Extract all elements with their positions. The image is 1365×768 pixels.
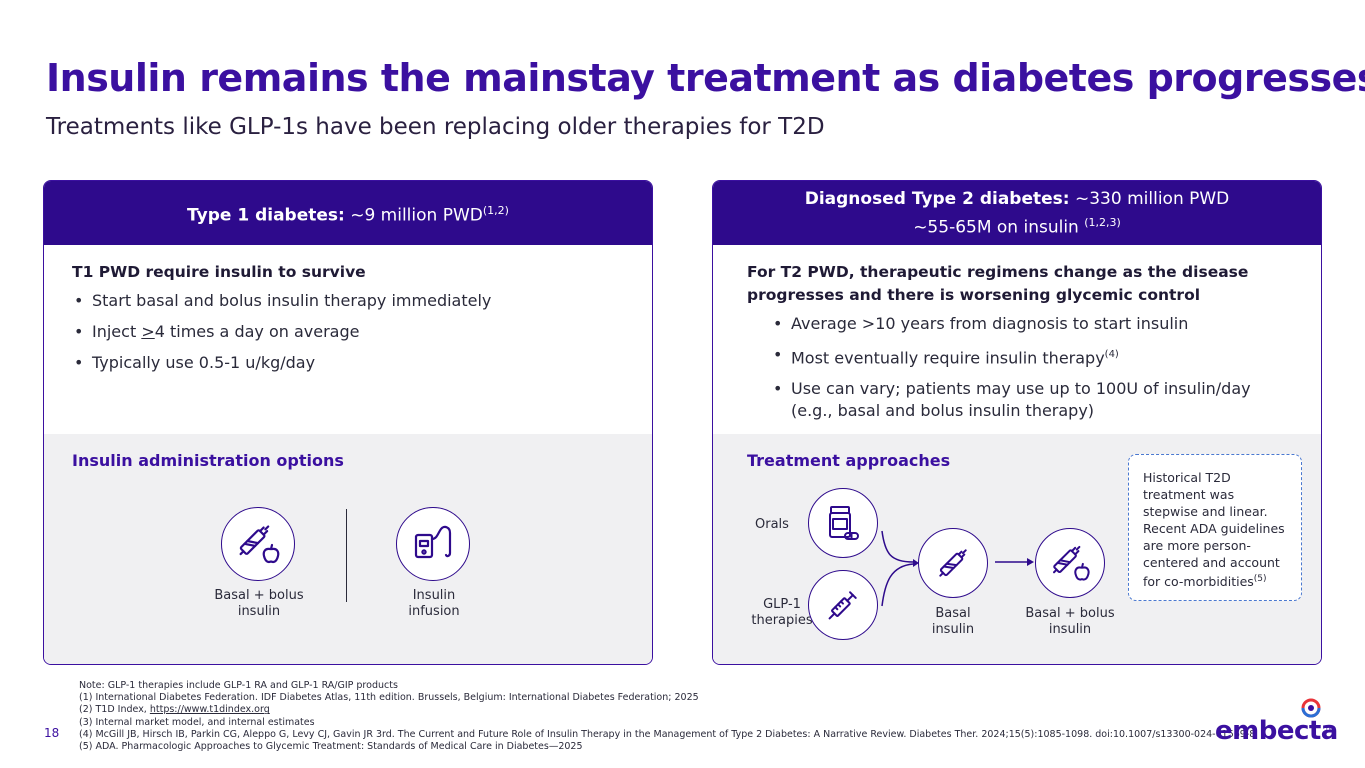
footnote-ref5: (5) ADA. Pharmacologic Approaches to Gly… xyxy=(79,741,583,753)
footnote-ref4: (4) McGill JB, Hirsch IB, Parkin CG, Ale… xyxy=(79,728,1256,740)
type1-header-bold: Type 1 diabetes: xyxy=(187,205,345,226)
orals-caption: Orals xyxy=(755,517,789,532)
list-item: Start basal and bolus insulin therapy im… xyxy=(72,290,632,312)
divider xyxy=(346,509,347,602)
type2-lead: For T2 PWD, therapeutic regimens change … xyxy=(747,263,1249,304)
type2-summary: For T2 PWD, therapeutic regimens change … xyxy=(713,245,1321,434)
glp1-caption: GLP-1 therapies xyxy=(751,597,813,628)
insulin-admin-panel: Insulin administration options Basal + b… xyxy=(44,434,652,664)
t1d-index-link[interactable]: https://www.t1dindex.org xyxy=(149,704,270,716)
page-number: 18 xyxy=(44,726,60,740)
slide-title: Insulin remains the mainstay treatment a… xyxy=(46,56,1365,100)
flow-arrows xyxy=(881,530,1034,607)
syringe-icon xyxy=(808,570,878,640)
basal-bolus-caption: Basal + bolus insulin xyxy=(214,588,304,619)
pen-apple-icon xyxy=(1035,528,1105,598)
logo-text: embecta xyxy=(1215,716,1338,746)
type1-summary: T1 PWD require insulin to survive Start … xyxy=(44,245,652,434)
basal-bolus-caption: Basal + bolus insulin xyxy=(1025,606,1115,637)
slide-subtitle: Treatments like GLP-1s have been replaci… xyxy=(46,114,825,140)
type1-card: Type 1 diabetes: ~9 million PWD(1,2) T1 … xyxy=(43,180,653,665)
list-item: Use can vary; patients may use up to 100… xyxy=(771,378,1307,422)
treatment-approaches-panel: Treatment approaches Orals GLP-1 therapi… xyxy=(713,434,1321,664)
ge-symbol: > xyxy=(141,322,155,341)
list-item: Average >10 years from diagnosis to star… xyxy=(771,313,1307,335)
type2-header-sup: (1,2,3) xyxy=(1084,215,1121,229)
list-item: Most eventually require insulin therapy(… xyxy=(771,344,1307,369)
type2-header-line2: ~55-65M on insulin xyxy=(913,217,1085,238)
logo-tm: TM xyxy=(1325,727,1334,734)
treatment-approaches-title: Treatment approaches xyxy=(747,451,951,470)
basal-insulin-caption: Basal insulin xyxy=(931,606,975,637)
type2-card: Diagnosed Type 2 diabetes: ~330 million … xyxy=(712,180,1322,665)
type1-lead: T1 PWD require insulin to survive xyxy=(72,263,366,281)
type1-header-sup: (1,2) xyxy=(482,203,509,217)
type2-bullets: Average >10 years from diagnosis to star… xyxy=(771,313,1307,422)
type2-card-header: Diagnosed Type 2 diabetes: ~330 million … xyxy=(713,181,1321,245)
type1-header-text: ~9 million PWD xyxy=(344,205,483,226)
footnote-ref2: (2) T1D Index, https://www.t1dindex.org xyxy=(79,704,270,716)
type2-header-bold: Diagnosed Type 2 diabetes: xyxy=(804,188,1070,209)
type1-bullets: Start basal and bolus insulin therapy im… xyxy=(72,290,632,374)
pill-bottle-icon xyxy=(808,488,878,558)
footnote-ref3: (3) Internal market model, and internal … xyxy=(79,716,315,728)
footnote-note: Note: GLP-1 therapies include GLP-1 RA a… xyxy=(79,680,398,691)
footnotes: Note: GLP-1 therapies include GLP-1 RA a… xyxy=(79,680,1255,753)
list-item: Typically use 0.5-1 u/kg/day xyxy=(72,352,632,374)
type1-card-header: Type 1 diabetes: ~9 million PWD(1,2) xyxy=(44,181,652,245)
footnote-ref1: (1) International Diabetes Federation. I… xyxy=(79,692,699,704)
logo-mark-icon xyxy=(1301,698,1321,718)
insulin-pen-icon xyxy=(918,528,988,598)
insulin-admin-title: Insulin administration options xyxy=(72,451,344,470)
insulin-infusion-caption: Insulin infusion xyxy=(408,588,460,619)
historical-note-box: Historical T2D treatment was stepwise an… xyxy=(1128,454,1302,601)
pen-apple-icon xyxy=(221,507,295,581)
embecta-logo: embecta TM xyxy=(1215,697,1338,747)
insulin-pump-icon xyxy=(396,507,470,581)
type2-header-text: ~330 million PWD xyxy=(1069,188,1230,209)
list-item: Inject >4 times a day on average xyxy=(72,321,632,343)
